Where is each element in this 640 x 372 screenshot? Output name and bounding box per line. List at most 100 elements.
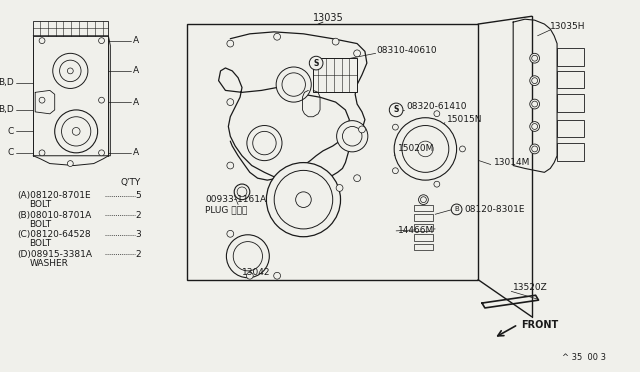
Circle shape	[39, 150, 45, 156]
Text: 13042: 13042	[242, 268, 271, 277]
Circle shape	[274, 33, 280, 40]
Text: BOLT: BOLT	[29, 239, 51, 248]
Circle shape	[392, 168, 398, 174]
Circle shape	[358, 126, 365, 133]
Text: C: C	[8, 127, 13, 136]
Circle shape	[460, 146, 465, 152]
Text: ^ 35  00 3: ^ 35 00 3	[562, 353, 606, 362]
Circle shape	[52, 53, 88, 89]
Circle shape	[532, 124, 538, 129]
Circle shape	[420, 197, 426, 203]
Bar	[188, 24, 478, 280]
Circle shape	[99, 150, 104, 156]
Text: 13035: 13035	[313, 13, 344, 23]
Bar	[557, 143, 584, 161]
Circle shape	[417, 141, 433, 157]
Circle shape	[227, 40, 234, 47]
Text: 2: 2	[135, 211, 141, 220]
Text: 15020M: 15020M	[398, 144, 435, 153]
Text: A: A	[132, 148, 139, 157]
Circle shape	[530, 99, 540, 109]
Circle shape	[233, 241, 262, 271]
Bar	[557, 94, 584, 112]
Circle shape	[234, 184, 250, 200]
Circle shape	[39, 38, 45, 44]
Text: 14466M: 14466M	[398, 227, 435, 235]
Text: WASHER: WASHER	[29, 259, 68, 267]
Bar	[413, 214, 433, 221]
Circle shape	[237, 187, 247, 197]
Text: FRONT: FRONT	[521, 320, 558, 330]
Circle shape	[227, 162, 234, 169]
Text: 15015N: 15015N	[447, 115, 483, 124]
Text: 13014M: 13014M	[493, 158, 530, 167]
Circle shape	[309, 56, 323, 70]
Circle shape	[99, 97, 104, 103]
Text: (B)08010-8701A: (B)08010-8701A	[18, 211, 92, 220]
Text: BOLT: BOLT	[29, 219, 51, 228]
Circle shape	[434, 181, 440, 187]
Text: B,D: B,D	[0, 78, 13, 87]
Text: 08320-61410: 08320-61410	[406, 102, 467, 112]
Text: 08120-8301E: 08120-8301E	[465, 205, 525, 214]
Circle shape	[72, 128, 80, 135]
Text: B,D: B,D	[0, 105, 13, 115]
Circle shape	[530, 144, 540, 154]
Circle shape	[67, 161, 73, 167]
Text: A: A	[132, 36, 139, 45]
Circle shape	[99, 38, 104, 44]
Circle shape	[530, 53, 540, 63]
Text: S: S	[394, 105, 399, 115]
Circle shape	[247, 125, 282, 161]
Circle shape	[227, 230, 234, 237]
Circle shape	[54, 110, 98, 153]
Circle shape	[532, 101, 538, 107]
Circle shape	[276, 67, 311, 102]
Text: A: A	[132, 66, 139, 76]
Text: (D)08915-3381A: (D)08915-3381A	[18, 250, 93, 259]
Circle shape	[337, 121, 368, 152]
Text: Q'TY: Q'TY	[120, 177, 141, 187]
Circle shape	[451, 204, 462, 215]
Text: S: S	[314, 58, 319, 68]
Circle shape	[532, 55, 538, 61]
Bar	[33, 21, 108, 36]
Text: (A)08120-8701E: (A)08120-8701E	[18, 191, 92, 200]
Circle shape	[61, 117, 91, 146]
Text: 2: 2	[135, 250, 141, 259]
Circle shape	[227, 99, 234, 106]
Circle shape	[266, 163, 340, 237]
Bar	[413, 244, 433, 250]
Circle shape	[332, 38, 339, 45]
Bar	[557, 120, 584, 137]
Circle shape	[394, 118, 456, 180]
Text: 13520Z: 13520Z	[513, 283, 548, 292]
Circle shape	[392, 124, 398, 130]
Text: A: A	[132, 97, 139, 107]
Circle shape	[354, 50, 360, 57]
Circle shape	[336, 185, 343, 191]
Text: 5: 5	[135, 191, 141, 200]
Circle shape	[402, 125, 449, 172]
Bar	[413, 224, 433, 231]
Circle shape	[227, 235, 269, 278]
Circle shape	[354, 175, 360, 182]
Circle shape	[389, 103, 403, 117]
Text: 00933-1161A: 00933-1161A	[205, 195, 266, 204]
Circle shape	[532, 146, 538, 152]
Text: 13035H: 13035H	[550, 22, 586, 31]
Text: 3: 3	[135, 230, 141, 239]
Bar	[557, 71, 584, 89]
Circle shape	[39, 97, 45, 103]
Circle shape	[530, 122, 540, 131]
Text: B: B	[454, 206, 459, 212]
Circle shape	[274, 272, 280, 279]
Circle shape	[532, 78, 538, 84]
Bar	[413, 234, 433, 241]
Text: C: C	[8, 148, 13, 157]
Circle shape	[419, 195, 428, 205]
Circle shape	[282, 73, 305, 96]
Bar	[313, 58, 357, 92]
Text: 08310-40610: 08310-40610	[376, 46, 437, 55]
Circle shape	[342, 126, 362, 146]
